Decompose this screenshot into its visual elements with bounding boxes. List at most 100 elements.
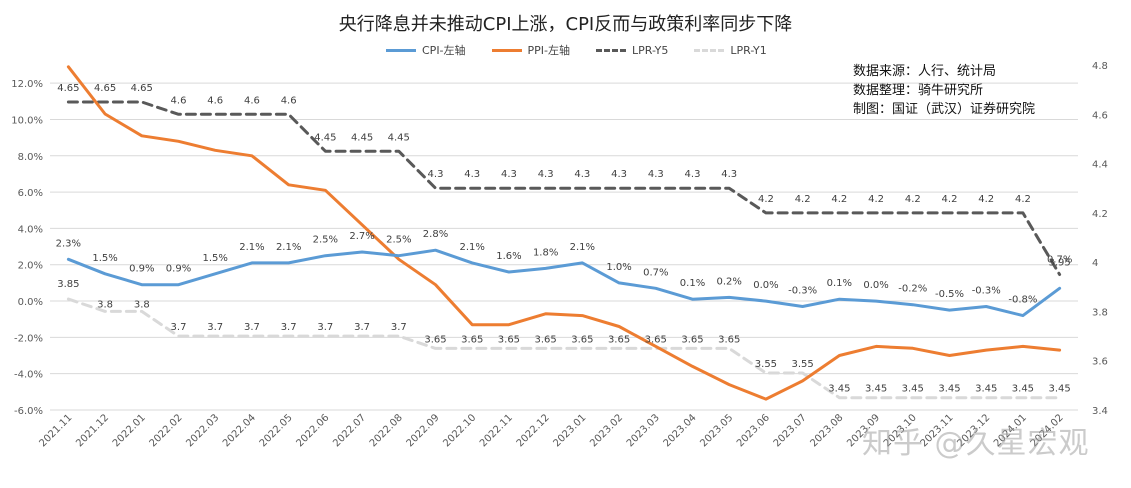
legend-swatch-lpr1 <box>694 48 725 52</box>
x-axis-tick-label: 2023.08 <box>808 412 845 449</box>
data-label-cpi: 0.9% <box>166 264 191 275</box>
x-axis-tick-label: 2023.07 <box>772 412 809 449</box>
legend-item-cpi: CPI-左轴 <box>386 42 466 58</box>
data-label-cpi: 0.7% <box>643 267 668 278</box>
x-axis-tick-label: 2021.11 <box>37 412 74 449</box>
series-line-lpr1 <box>66 297 1062 400</box>
source-line-chart-by: 制图：国证（武汉）证券研究院 <box>853 102 1036 117</box>
data-label-lpr5: 3.95 <box>1049 257 1071 268</box>
data-label-cpi: -0.3% <box>972 286 1001 297</box>
data-label-cpi: 2.1% <box>239 242 264 253</box>
data-label-lpr1: 3.65 <box>461 334 483 345</box>
right-axis-tick-label: 3.8 <box>1092 307 1108 318</box>
x-axis-tick-label: 2022.11 <box>478 412 515 449</box>
legend-swatch-ppi <box>491 48 522 52</box>
data-label-cpi: 2.1% <box>276 242 301 253</box>
chart-title: 央行降息并未推动CPI上涨，CPI反而与政策利率同步下降 <box>338 14 793 35</box>
x-axis-tick-label: 2022.03 <box>184 412 221 449</box>
data-label-lpr1: 3.55 <box>792 359 814 370</box>
legend-item-ppi: PPI-左轴 <box>491 42 570 58</box>
data-label-cpi: 0.7% <box>1047 254 1072 265</box>
data-label-lpr5: 4.6 <box>244 95 260 106</box>
data-label-lpr1: 3.45 <box>1012 384 1034 395</box>
watermark: 知乎 @久星宏观 <box>862 426 1090 461</box>
data-label-lpr1: 3.65 <box>571 334 593 345</box>
source-note: 数据来源：人行、统计局 数据整理：骑牛研究所 制图：国证（武汉）证券研究院 <box>853 62 1035 119</box>
x-axis-tick-label: 2022.08 <box>368 412 405 449</box>
x-axis-tick-label: 2022.12 <box>515 412 552 449</box>
legend-item-lpr1: LPR-Y1 <box>694 42 767 58</box>
data-label-cpi: 2.5% <box>386 235 411 246</box>
data-label-cpi: 1.5% <box>203 253 228 264</box>
data-label-lpr5: 4.3 <box>611 169 627 180</box>
x-axis-tick-label: 2022.07 <box>331 412 368 449</box>
right-axis-tick-label: 3.6 <box>1092 357 1108 368</box>
data-label-cpi: 0.1% <box>680 278 705 289</box>
data-label-lpr1: 3.7 <box>171 322 187 333</box>
data-label-lpr1: 3.85 <box>57 279 79 290</box>
data-label-cpi: -0.5% <box>935 289 964 300</box>
data-label-lpr1: 3.45 <box>865 384 887 395</box>
x-axis-tick-label: 2022.02 <box>148 412 185 449</box>
data-label-lpr5: 4.3 <box>648 169 664 180</box>
data-label-cpi: -0.3% <box>788 286 817 297</box>
data-label-cpi: 1.0% <box>606 262 631 273</box>
x-axis-tick-label: 2023.04 <box>662 412 699 449</box>
data-label-cpi: 0.0% <box>753 280 778 291</box>
x-axis-tick-label: 2023.05 <box>698 412 735 449</box>
left-axis-tick-label: -4.0% <box>14 370 43 381</box>
data-label-lpr5: 4.2 <box>905 194 921 205</box>
data-label-lpr5: 4.3 <box>685 169 701 180</box>
x-axis-tick-label: 2021.12 <box>74 412 111 449</box>
right-axis-tick-label: 4.8 <box>1092 61 1108 72</box>
series-line-cpi <box>66 248 1062 318</box>
data-label-lpr5: 4.6 <box>207 95 223 106</box>
data-label-lpr5: 4.2 <box>942 194 958 205</box>
x-axis-tick-label: 2023.06 <box>735 412 772 449</box>
data-label-cpi: 2.5% <box>313 235 338 246</box>
x-axis-tick-label: 2023.03 <box>625 412 662 449</box>
data-label-lpr5: 4.65 <box>57 83 79 94</box>
left-axis-tick-label: 4.0% <box>18 224 43 235</box>
data-label-lpr1: 3.8 <box>97 299 113 310</box>
legend-swatch-cpi <box>386 48 416 52</box>
data-label-lpr5: 4.3 <box>464 169 480 180</box>
data-label-lpr5: 4.3 <box>538 169 554 180</box>
data-label-cpi: 1.5% <box>92 253 117 264</box>
left-axis-tick-label: 6.0% <box>18 188 43 199</box>
data-label-lpr1: 3.7 <box>207 322 223 333</box>
data-label-lpr5: 4.65 <box>94 83 116 94</box>
x-axis-tick-label: 2023.02 <box>588 412 625 449</box>
left-axis-tick-label: 0.0% <box>18 297 43 308</box>
data-label-lpr1: 3.45 <box>1049 384 1071 395</box>
left-axis-tick-label: -6.0% <box>14 406 43 417</box>
data-label-cpi: 0.1% <box>827 278 852 289</box>
legend-label-lpr5: LPR-Y5 <box>632 43 669 57</box>
data-label-cpi: 1.8% <box>533 247 558 258</box>
left-axis-tick-label: -2.0% <box>14 333 43 344</box>
left-axis-tick-label: 2.0% <box>18 261 43 272</box>
data-label-lpr1: 3.7 <box>244 322 260 333</box>
left-axis-tick-label: 8.0% <box>18 152 43 163</box>
data-label-lpr5: 4.45 <box>314 132 336 143</box>
data-label-cpi: 0.0% <box>863 280 888 291</box>
data-label-lpr1: 3.45 <box>902 384 924 395</box>
data-label-lpr5: 4.45 <box>388 132 410 143</box>
right-axis-tick-label: 4.2 <box>1092 209 1108 220</box>
legend-label-lpr1: LPR-Y1 <box>730 43 767 57</box>
data-label-lpr5: 4.6 <box>171 95 187 106</box>
source-line-data: 数据来源：人行、统计局 <box>853 64 997 79</box>
legend-swatch-lpr5 <box>596 48 627 52</box>
data-label-lpr5: 4.2 <box>831 194 847 205</box>
data-label-lpr5: 4.2 <box>978 194 994 205</box>
chart-legend: CPI-左轴 PPI-左轴 LPR-Y5 LPR-Y1 <box>386 42 793 58</box>
left-axis-tick-label: 12.0% <box>11 79 43 90</box>
source-line-compiled: 数据整理：骑牛研究所 <box>853 83 984 98</box>
data-label-cpi: -0.8% <box>1008 295 1037 306</box>
data-label-lpr5: 4.65 <box>131 83 153 94</box>
data-label-cpi: 0.9% <box>129 264 154 275</box>
data-label-lpr1: 3.65 <box>608 334 630 345</box>
data-label-lpr5: 4.2 <box>795 194 811 205</box>
data-label-lpr1: 3.45 <box>938 384 960 395</box>
